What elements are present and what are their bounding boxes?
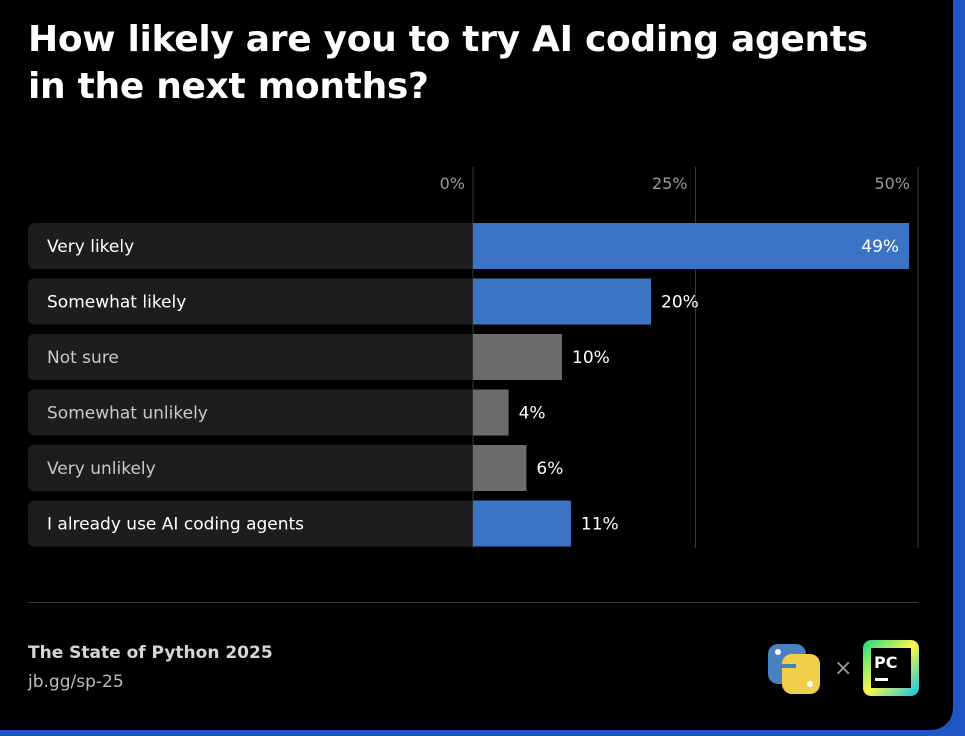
bar <box>473 278 651 325</box>
bar <box>473 334 562 380</box>
data-label: 49% <box>861 237 899 257</box>
bar <box>473 389 509 436</box>
category-label-box <box>28 334 479 380</box>
survey-card: How likely are you to try AI coding agen… <box>0 0 953 730</box>
category-label-box <box>28 500 479 547</box>
x-tick-label: 0% <box>440 174 465 193</box>
data-label: 4% <box>519 404 546 424</box>
x-tick-label: 50% <box>874 174 910 193</box>
footer-link[interactable]: jb.gg/sp-25 <box>28 672 124 692</box>
logos: × PC <box>768 640 919 696</box>
category-label: Very unlikely <box>47 459 156 479</box>
category-label-box <box>28 223 479 269</box>
data-label: 6% <box>536 459 563 479</box>
pycharm-logo-text: PC <box>874 653 897 672</box>
data-label: 11% <box>581 515 619 535</box>
data-label: 10% <box>572 348 610 368</box>
category-label-box <box>28 278 479 325</box>
separator-icon: × <box>834 656 852 681</box>
python-logo-icon <box>768 644 820 694</box>
bar <box>473 223 910 269</box>
category-label: Somewhat likely <box>47 293 186 313</box>
footer-divider <box>28 602 918 603</box>
bar-chart: 0% 25% 50% Very likely 49% Somewhat likely 20%… <box>28 167 919 548</box>
data-label: 20% <box>661 293 699 313</box>
category-label-box <box>28 389 479 436</box>
category-label: Somewhat unlikely <box>47 404 208 424</box>
chart-title: How likely are you to try AI coding agen… <box>28 19 868 107</box>
bar <box>473 500 571 547</box>
bar <box>473 445 527 491</box>
category-label: Not sure <box>47 348 119 368</box>
category-label: Very likely <box>47 237 134 257</box>
category-label: I already use AI coding agents <box>47 515 304 535</box>
category-label-box <box>28 445 479 491</box>
footer-title: The State of Python 2025 <box>28 643 273 663</box>
x-tick-label: 25% <box>652 174 688 193</box>
pycharm-logo-icon: PC <box>863 640 919 696</box>
